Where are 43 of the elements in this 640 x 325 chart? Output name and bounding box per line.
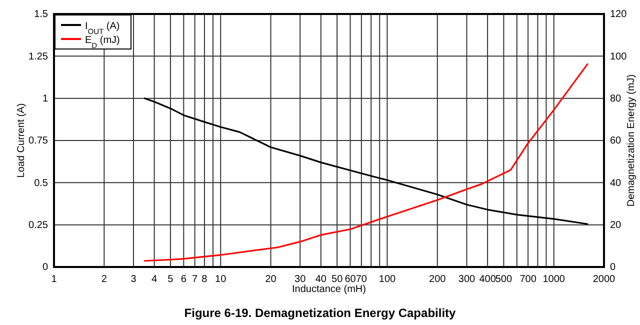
x-tick-label: 60 [344,274,356,286]
x-tick-label: 40 [315,274,327,286]
y2-tick-label: 100 [610,51,628,62]
y-tick-label: 1.25 [28,51,48,62]
text: Figure 6-19. Demagnetization Energy Capability [184,306,456,320]
x-tick-label: 4 [152,274,158,286]
y-tick-label: 0 [42,262,48,274]
x-tick-label: 2 [101,274,108,286]
x-tick-label: 10 [215,274,227,286]
legend-label: I$_{OUT}$ (A) [85,21,120,36]
y-tick-label: 1.5 [34,9,48,20]
x-tick-label: 30 [294,274,306,286]
y-tick-label: 0.75 [28,136,48,147]
x-tick-label: 50 [332,274,344,286]
y-tick-label: 1 [42,94,48,105]
x-tick-label: 8 [202,274,208,286]
y-tick-label: 0.25 [28,220,48,232]
x-tick-label: 300 [458,274,476,286]
y2-tick-label: 120 [610,9,628,20]
x-tick-label: 70 [356,274,368,286]
y2-tick-label: 40 [610,178,622,189]
x-tick-label: 200 [429,274,446,286]
y2-axis-title: Demagnetization Energy (mJ) [626,74,637,207]
y2-tick-label: 20 [610,220,622,232]
x-tick-label: 5 [168,274,174,286]
y2-tick-label: 0 [610,262,616,274]
x-tick-label: 20 [265,274,277,286]
legend-label: E$_{D}$ (mJ) [85,35,120,50]
x-tick-label: 100 [378,274,396,286]
x-tick-label: 1000 [542,274,566,286]
y2-tick-label: 80 [610,94,622,105]
x-tick-label: 700 [520,274,537,286]
x-tick-label: 7 [192,274,198,286]
y2-tick-label: 60 [610,136,622,147]
x-tick-label: 1 [51,274,58,286]
x-axis-title: Inductance (mH) [292,284,366,295]
x-tick-label: 3 [130,274,137,286]
y-tick-label: 0.5 [34,178,48,189]
x-tick-label: 500 [495,274,512,286]
x-tick-label: 400 [479,274,496,286]
x-tick-label: 2000 [592,274,616,286]
y-axis-title: Load Current (A) [16,103,27,178]
x-tick-label: 6 [180,274,187,286]
